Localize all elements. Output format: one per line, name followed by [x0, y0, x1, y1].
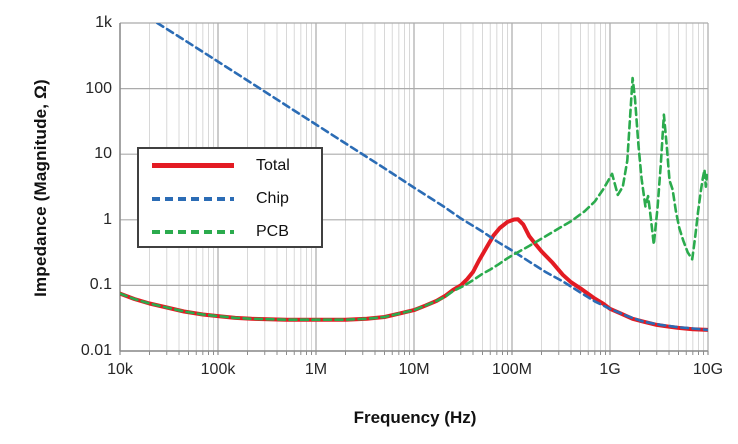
x-tick-label: 100k — [200, 361, 236, 378]
x-tick-label: 10G — [692, 361, 724, 378]
y-tick-label: 0.01 — [80, 342, 112, 359]
legend-item-chip: Chip — [139, 182, 321, 215]
y-tick-label: 100 — [85, 79, 112, 97]
y-tick-label: 1 — [103, 210, 112, 228]
x-tick-label: 1M — [304, 361, 328, 378]
x-tick-label: 1G — [599, 361, 621, 378]
legend-item-pcb: PCB — [139, 215, 321, 248]
x-tick-label: 100M — [491, 361, 533, 378]
legend: Total Chip PCB — [137, 147, 323, 248]
legend-item-total: Total — [139, 149, 321, 182]
y-tick-label: 0.1 — [89, 276, 112, 294]
y-axis-title: Impedance (Magnitude, Ω) — [31, 79, 50, 297]
legend-line-pcb — [152, 229, 234, 234]
y-tick-label: 1k — [95, 14, 112, 31]
legend-label-pcb: PCB — [256, 222, 289, 240]
legend-label-chip: Chip — [256, 189, 289, 207]
legend-line-chip — [152, 196, 234, 201]
y-tick-label: 10 — [94, 145, 112, 163]
legend-label-total: Total — [256, 156, 290, 174]
legend-line-total — [152, 163, 234, 168]
x-tick-label: 10M — [398, 361, 430, 378]
x-axis-title: Frequency (Hz) — [353, 408, 477, 427]
x-tick-label: 10k — [107, 361, 133, 378]
